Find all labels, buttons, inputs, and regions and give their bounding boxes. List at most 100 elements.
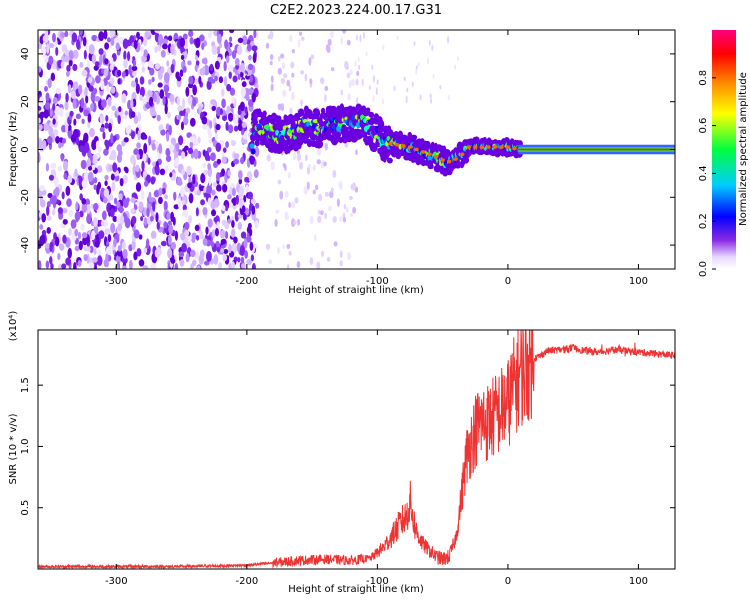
noise-speckle	[62, 160, 69, 171]
noise-speckle	[133, 229, 140, 239]
noise-speckle	[130, 80, 137, 88]
noise-speckle	[173, 204, 180, 210]
noise-speckle	[167, 248, 173, 259]
noise-speckle	[224, 231, 229, 239]
noise-speckle	[133, 115, 139, 125]
noise-speckle	[268, 259, 273, 265]
noise-speckle	[54, 105, 61, 117]
noise-speckle	[339, 250, 343, 259]
signal-peak	[453, 157, 458, 161]
noise-speckle	[253, 30, 257, 39]
noise-speckle	[270, 83, 274, 92]
noise-speckle	[48, 174, 55, 181]
noise-speckle	[137, 111, 142, 122]
noise-speckle	[117, 223, 123, 231]
noise-speckle	[81, 69, 88, 77]
noise-speckle	[196, 234, 200, 241]
noise-speckle	[93, 264, 97, 269]
noise-speckle	[74, 211, 81, 222]
noise-speckle	[355, 34, 358, 41]
noise-speckle	[167, 112, 171, 119]
noise-speckle	[216, 172, 220, 182]
noise-speckle	[79, 61, 84, 68]
noise-speckle	[290, 201, 296, 209]
noise-speckle	[173, 191, 177, 201]
noise-speckle	[309, 78, 313, 85]
noise-speckle	[166, 60, 170, 67]
noise-speckle	[200, 173, 206, 184]
noise-speckle	[58, 243, 65, 251]
noise-speckle	[106, 84, 110, 92]
noise-speckle	[332, 169, 337, 178]
noise-speckle	[136, 142, 141, 149]
noise-speckle	[182, 209, 188, 218]
noise-speckle	[317, 209, 321, 215]
colorbar-label: Normalized spectral amplitude	[738, 72, 749, 226]
noise-speckle	[368, 85, 371, 90]
noise-speckle	[104, 58, 109, 65]
noise-speckle	[82, 236, 88, 246]
noise-speckle	[220, 139, 225, 147]
noise-speckle	[98, 230, 105, 239]
noise-speckle	[38, 105, 42, 112]
noise-speckle	[147, 60, 154, 68]
noise-speckle	[243, 238, 248, 249]
noise-speckle	[136, 247, 142, 257]
noise-speckle	[72, 49, 79, 60]
noise-speckle	[48, 55, 54, 65]
noise-speckle	[238, 169, 243, 180]
noise-speckle	[197, 265, 201, 269]
noise-speckle	[277, 67, 282, 75]
noise-speckle	[350, 78, 355, 87]
noise-speckle	[240, 86, 246, 98]
noise-speckle	[91, 54, 97, 64]
noise-speckle	[286, 264, 290, 269]
noise-speckle	[269, 30, 274, 40]
noise-speckle	[159, 124, 164, 131]
noise-speckle	[57, 252, 61, 261]
noise-speckle	[125, 125, 132, 135]
noise-speckle	[309, 215, 314, 224]
noise-speckle	[139, 95, 143, 102]
noise-speckle	[210, 209, 217, 217]
noise-speckle	[180, 232, 186, 241]
noise-speckle	[206, 184, 213, 194]
noise-speckle	[251, 263, 256, 269]
colorbar-ticks: 0.0 0.2 0.4 0.6 0.8	[698, 70, 716, 277]
noise-speckle	[291, 49, 295, 54]
noise-speckle	[345, 206, 349, 214]
noise-speckle	[135, 83, 140, 94]
noise-speckle	[297, 38, 301, 48]
signal-peak	[479, 145, 485, 149]
noise-speckle	[238, 186, 244, 197]
noise-speckle	[221, 205, 226, 212]
noise-speckle	[330, 187, 334, 193]
noise-speckle	[98, 31, 105, 42]
noise-speckle	[340, 89, 343, 96]
noise-speckle	[117, 245, 122, 252]
noise-speckle	[210, 241, 215, 248]
noise-speckle	[130, 154, 136, 165]
noise-speckle	[57, 263, 62, 269]
noise-speckle	[140, 189, 145, 201]
noise-speckle	[415, 65, 418, 70]
noise-speckle	[296, 261, 301, 269]
noise-speckle	[177, 135, 184, 146]
signal-halo	[357, 132, 364, 139]
noise-speckle	[411, 81, 414, 88]
noise-speckle	[184, 221, 190, 230]
snr-y-multiplier: (x10⁴)	[8, 311, 19, 342]
noise-speckle	[74, 168, 78, 178]
noise-speckle	[101, 99, 107, 108]
noise-speckle	[342, 217, 347, 223]
noise-speckle	[280, 103, 285, 112]
noise-speckle	[147, 157, 151, 165]
noise-speckle	[192, 174, 196, 185]
noise-speckle	[38, 260, 42, 269]
noise-speckle	[94, 61, 100, 67]
noise-speckle	[393, 85, 396, 92]
noise-speckle	[70, 219, 77, 229]
noise-speckle	[105, 140, 110, 151]
noise-speckle	[58, 142, 62, 149]
noise-speckle	[63, 172, 68, 180]
